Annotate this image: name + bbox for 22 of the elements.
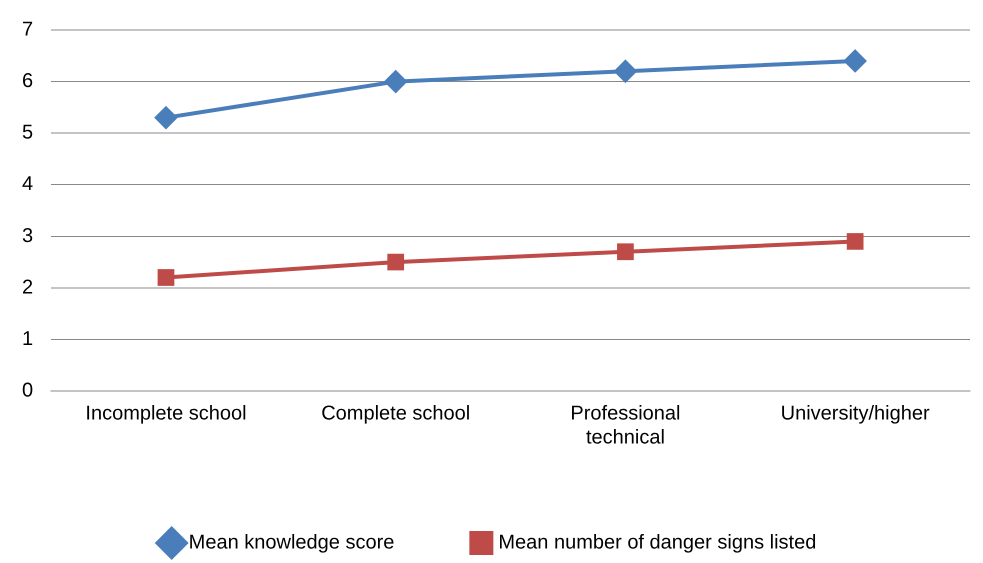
y-tick-label: 4 bbox=[22, 173, 34, 196]
x-tick-label: University/higher bbox=[780, 402, 930, 425]
y-tick-label: 2 bbox=[22, 276, 34, 298]
x-tick-label: Professional technical bbox=[570, 402, 680, 449]
point bbox=[844, 50, 866, 72]
x-tick-label: Incomplete school bbox=[85, 402, 247, 425]
point bbox=[154, 106, 177, 129]
point bbox=[387, 254, 404, 270]
legend-label: Mean number of danger signs listed bbox=[498, 532, 816, 554]
y-tick-label: 0 bbox=[22, 380, 34, 402]
y-tick-label: 7 bbox=[22, 18, 34, 41]
point bbox=[614, 60, 636, 82]
y-tick-label: 1 bbox=[22, 328, 34, 350]
point bbox=[158, 269, 174, 286]
y-tick-label: 5 bbox=[22, 122, 34, 144]
point bbox=[617, 243, 634, 260]
x-tick-label: Complete school bbox=[321, 402, 470, 425]
point bbox=[846, 233, 864, 250]
legend-label: Mean knowledge score bbox=[188, 532, 394, 554]
point bbox=[384, 70, 407, 93]
y-tick-label: 6 bbox=[22, 70, 34, 92]
y-tick-label: 3 bbox=[22, 224, 34, 247]
